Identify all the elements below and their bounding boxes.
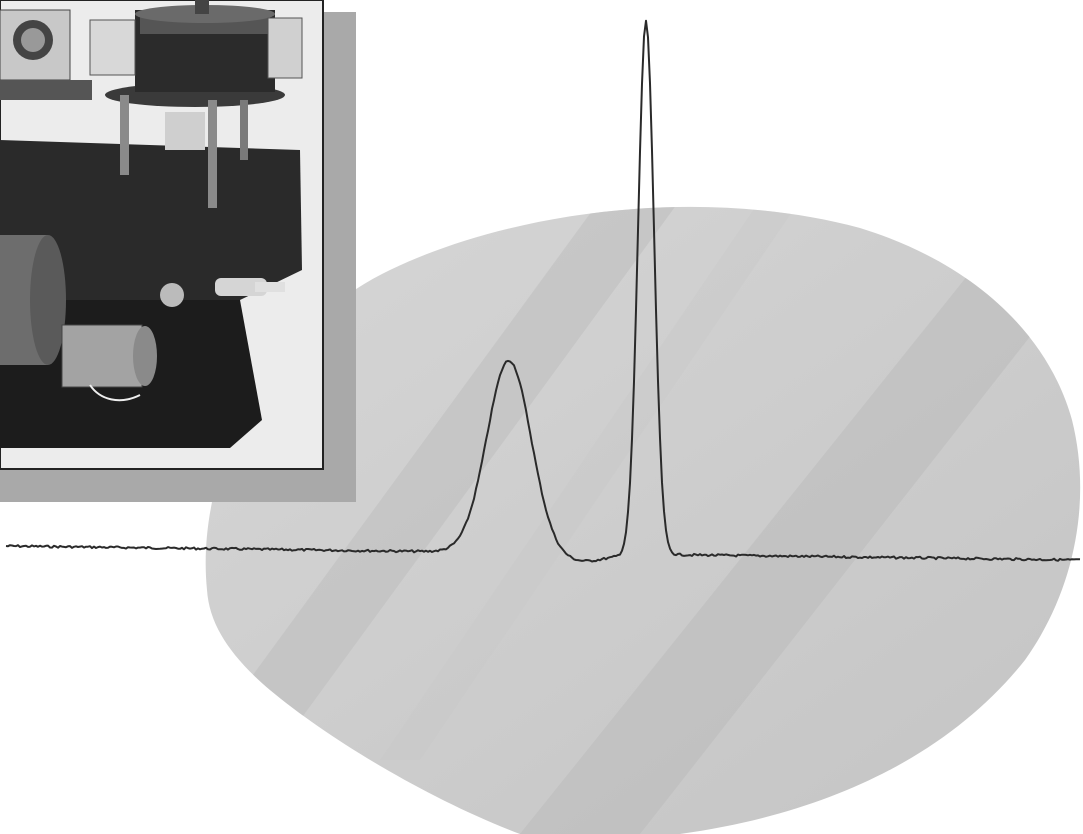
instrument-photo-icon <box>0 0 303 448</box>
spectrum-trace-icon <box>5 19 1081 563</box>
instrument-photo <box>0 0 324 470</box>
grey-blob-background <box>205 206 1081 834</box>
